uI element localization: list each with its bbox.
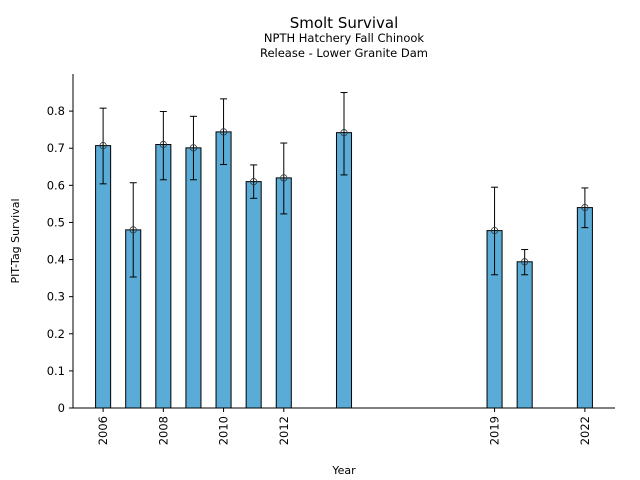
point-marker-2008 [159,140,167,149]
bar-2009 [185,147,202,409]
y-tick-label: 0.7 [47,141,65,155]
chart-subtitle-line-1: NPTH Hatchery Fall Chinook [264,31,424,45]
point-marker-2014 [340,129,348,137]
x-tick-label: 2019 [488,416,502,445]
y-tick-label: 0.1 [47,364,65,378]
errorbars-group [99,92,589,278]
point-marker-2011 [250,178,258,186]
y-tick-label: 0.4 [47,253,65,267]
bar-2010 [215,131,232,409]
x-tick-label: 2006 [96,416,110,445]
x-ticks-group: 2006 2008 2010 2012 2019 2022 [96,408,592,445]
bar-2022 [576,207,593,409]
x-tick-label: 2008 [156,416,170,445]
point-marker-2007 [129,226,137,234]
point-marker-2022 [581,204,589,212]
y-ticks-group: 0 0.1 0.2 0.3 0.4 0.5 0.6 0.7 0.8 [47,104,73,415]
chart-subtitle-line-2: Release - Lower Granite Dam [260,46,428,60]
x-tick-label: 2022 [578,416,592,445]
y-axis-label: PIT-Tag Survival [9,198,22,283]
y-tick-label: 0.5 [47,215,65,229]
y-tick-label: 0.8 [47,104,65,118]
point-marker-2006 [99,142,107,150]
bar-2011 [245,181,262,409]
y-tick-label: 0.3 [47,290,65,304]
bar-2020 [516,261,533,409]
point-marker-2020 [521,258,529,266]
point-marker-2010 [219,128,228,136]
bar-2008 [155,144,172,409]
point-marker-2012 [280,174,288,182]
x-tick-label: 2012 [277,416,291,445]
point-marker-2019 [490,227,499,235]
point-marker-2009 [189,144,198,152]
x-tick-label: 2010 [217,416,231,445]
chart-title: Smolt Survival [290,14,399,32]
bars-group [95,131,593,409]
y-tick-label: 0 [58,401,65,415]
y-tick-label: 0.2 [47,327,65,341]
bar-2006 [95,145,112,409]
x-axis-label: Year [331,464,356,477]
y-tick-label: 0.6 [47,178,65,192]
